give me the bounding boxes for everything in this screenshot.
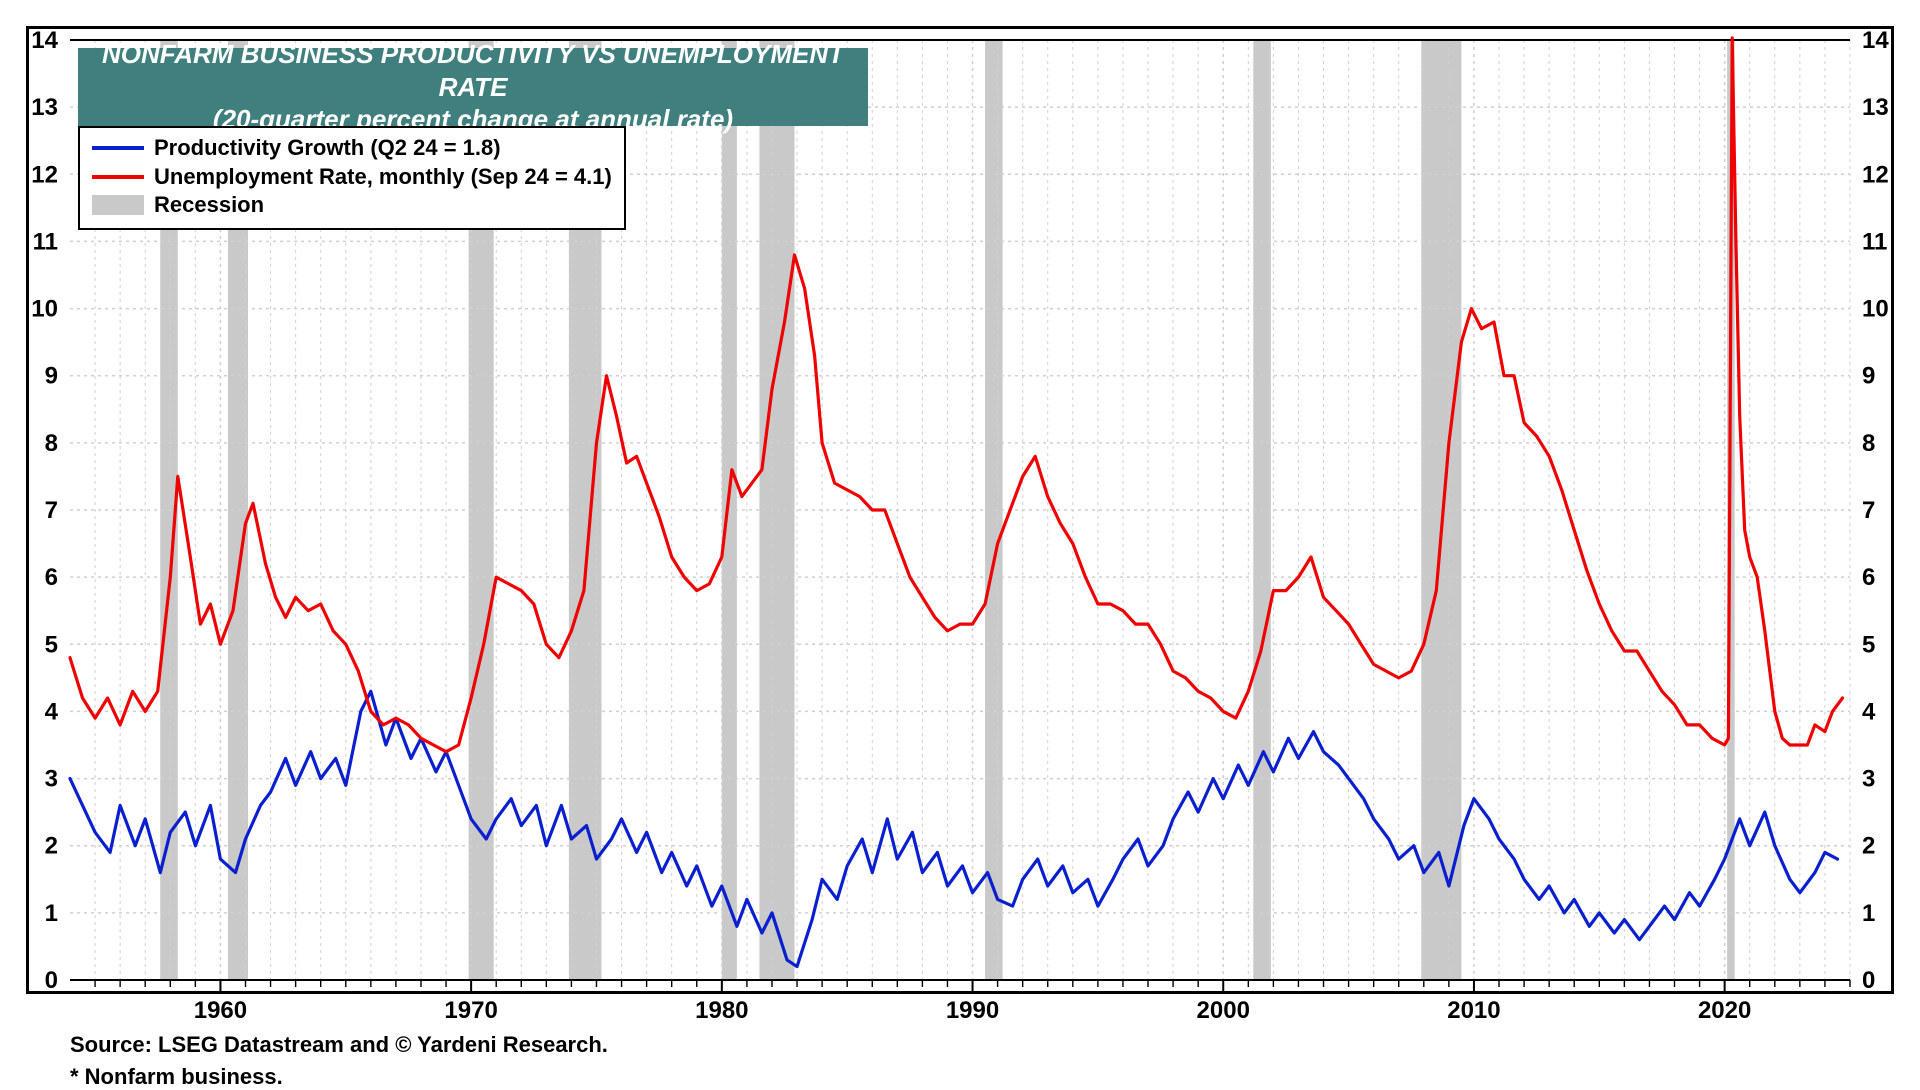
y-tick-label: 1 (45, 900, 58, 927)
legend-line-swatch (92, 146, 144, 150)
legend-line-swatch (92, 175, 144, 179)
y-tick-label: 12 (31, 161, 58, 188)
legend-item: Productivity Growth (Q2 24 = 1.8) (92, 134, 612, 163)
y-tick-label: 8 (1862, 430, 1875, 457)
x-ticks: 1960 1970 1980 1990 2000 2010 2020 (194, 997, 1752, 1024)
y-tick-label: 5 (1862, 631, 1875, 658)
y-tick-label: 3 (1862, 766, 1875, 793)
y-tick-label: 13 (1862, 94, 1889, 121)
y-tick-label: 0 (45, 967, 58, 994)
chart-title-banner: NONFARM BUSINESS PRODUCTIVITY VS UNEMPLO… (78, 48, 868, 126)
y-ticks-left: 01234567891011121314 (31, 27, 58, 994)
y-tick-label: 7 (45, 497, 58, 524)
y-tick-label: 10 (31, 296, 58, 323)
x-tick-label: 1960 (194, 997, 247, 1024)
y-tick-label: 11 (33, 228, 58, 255)
y-tick-label: 10 (1862, 296, 1889, 323)
productivity-line (70, 691, 1838, 966)
legend-item: Unemployment Rate, monthly (Sep 24 = 4.1… (92, 163, 612, 192)
x-tick-label: 1980 (695, 997, 748, 1024)
y-tick-label: 11 (1862, 228, 1887, 255)
legend: Productivity Growth (Q2 24 = 1.8)Unemplo… (78, 126, 626, 230)
legend-label: Recession (154, 191, 264, 220)
y-tick-label: 0 (1862, 967, 1875, 994)
legend-item: Recession (92, 191, 612, 220)
y-tick-label: 14 (1862, 27, 1889, 54)
x-tick-label: 2000 (1197, 997, 1250, 1024)
y-tick-label: 4 (1862, 698, 1876, 725)
y-tick-label: 14 (31, 27, 58, 54)
legend-label: Productivity Growth (Q2 24 = 1.8) (154, 134, 501, 163)
x-tick-label: 2010 (1447, 997, 1500, 1024)
y-tick-label: 7 (1862, 497, 1875, 524)
y-tick-label: 5 (45, 631, 58, 658)
y-tick-label: 2 (1862, 833, 1875, 860)
y-tick-label: 6 (1862, 564, 1875, 591)
y-tick-label: 6 (45, 564, 58, 591)
y-tick-label: 12 (1862, 161, 1889, 188)
x-tick-label: 1990 (946, 997, 999, 1024)
y-ticks-right: 01234567891011121314 (1862, 27, 1889, 994)
chart-title-line1: NONFARM BUSINESS PRODUCTIVITY VS UNEMPLO… (78, 38, 868, 103)
y-tick-label: 1 (1862, 900, 1875, 927)
x-tick-label: 2020 (1698, 997, 1751, 1024)
y-tick-label: 9 (1862, 363, 1875, 390)
y-tick-label: 9 (45, 363, 58, 390)
y-tick-label: 8 (45, 430, 58, 457)
y-tick-label: 13 (31, 94, 58, 121)
y-tick-label: 4 (45, 698, 59, 725)
legend-box-swatch (92, 195, 144, 215)
legend-label: Unemployment Rate, monthly (Sep 24 = 4.1… (154, 163, 612, 192)
source-footnote: Source: LSEG Datastream and © Yardeni Re… (70, 1032, 608, 1058)
nonfarm-footnote: * Nonfarm business. (70, 1064, 283, 1090)
y-tick-label: 2 (45, 833, 58, 860)
y-tick-label: 3 (45, 766, 58, 793)
x-tick-label: 1970 (444, 997, 497, 1024)
